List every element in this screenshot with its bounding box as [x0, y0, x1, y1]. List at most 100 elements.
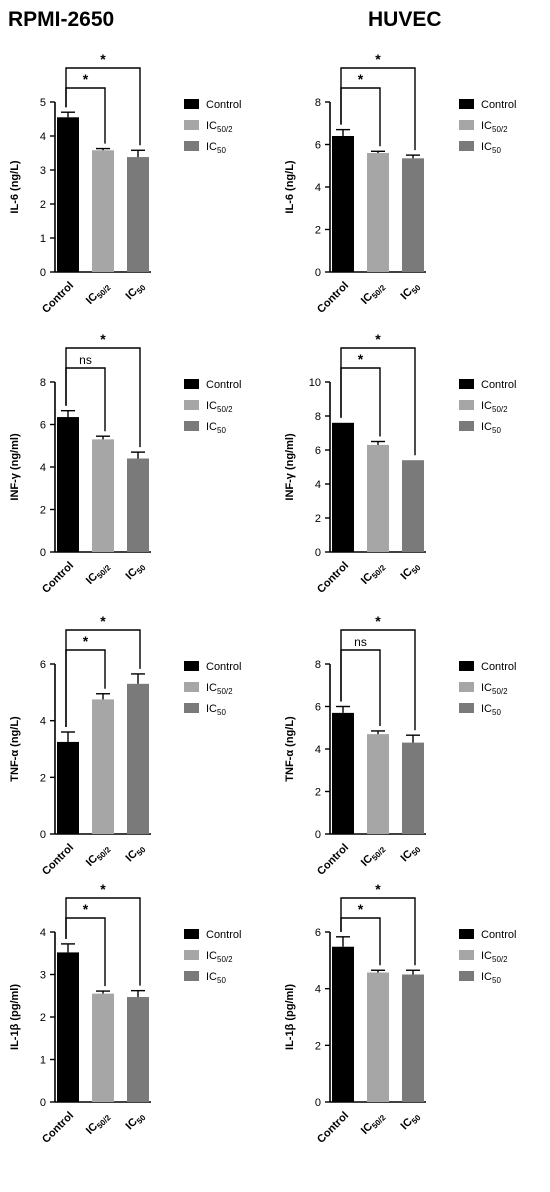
legend-swatch	[459, 661, 474, 671]
legend-label: Control	[481, 379, 516, 391]
legend-swatch	[184, 120, 199, 130]
legend-label: IC50	[481, 421, 501, 435]
y-tick-label: 4	[315, 182, 321, 194]
legend-swatch	[184, 400, 199, 410]
legend-label: IC50	[206, 421, 226, 435]
y-tick-label: 4	[40, 927, 46, 939]
legend-label: IC50	[481, 971, 501, 985]
y-axis-label: TNF-α (ng/L)	[284, 716, 296, 782]
y-tick-label: 0	[315, 1097, 321, 1109]
y-tick-label: 6	[315, 140, 321, 152]
legend-swatch	[459, 421, 474, 431]
bar	[402, 742, 424, 834]
y-tick-label: 8	[315, 97, 321, 109]
y-tick-label: 4	[315, 984, 321, 996]
legend-swatch	[184, 971, 199, 981]
legend-label: IC50/2	[206, 950, 233, 964]
bar	[57, 741, 79, 834]
chart-huvec-tnfa: 0 2 4 6 8 TNF-α (ng/L) Control IC50/2 IC50 ns * Con…	[284, 613, 516, 878]
chart-huvec-infg: 0 2 4 6 8 10 INF-γ (ng/ml) Control IC50/2 IC50 * * C…	[284, 331, 516, 596]
x-tick-label: IC50/2	[359, 559, 388, 588]
legend-label: Control	[481, 661, 516, 673]
bar	[92, 439, 114, 552]
y-tick-label: 0	[40, 829, 46, 841]
x-tick-label: IC50	[124, 1109, 148, 1133]
y-tick-label: 6	[40, 659, 46, 671]
x-tick-label: IC50	[124, 279, 148, 303]
significance-label: *	[375, 51, 381, 67]
legend-swatch	[184, 929, 199, 939]
y-tick-label: 4	[315, 479, 321, 491]
legend-swatch	[459, 929, 474, 939]
legend-swatch	[459, 141, 474, 151]
y-tick-label: 0	[315, 547, 321, 559]
bar	[57, 117, 79, 272]
significance-label: *	[100, 331, 106, 347]
legend-swatch	[459, 682, 474, 692]
column-title-huvec: HUVEC	[368, 8, 442, 31]
legend-label: IC50	[206, 971, 226, 985]
significance-label: ns	[354, 635, 367, 649]
legend-swatch	[459, 971, 474, 981]
y-tick-label: 4	[315, 744, 321, 756]
significance-label: *	[83, 901, 89, 917]
x-tick-label: Control	[315, 842, 351, 878]
legend-swatch	[459, 120, 474, 130]
bar	[127, 683, 149, 834]
x-tick-label: IC50	[399, 559, 423, 583]
bar	[57, 952, 79, 1102]
bar	[367, 153, 389, 272]
y-tick-label: 8	[315, 659, 321, 671]
significance-label: *	[100, 51, 106, 67]
significance-label: *	[358, 351, 364, 367]
y-tick-label: 3	[40, 165, 46, 177]
y-tick-label: 3	[40, 970, 46, 982]
bar	[127, 458, 149, 552]
chart-rpmi-infg: 0 2 4 6 8 INF-γ (ng/ml) Control IC50/2 IC50 ns * Co…	[9, 331, 241, 596]
x-tick-label: IC50/2	[84, 559, 113, 588]
y-tick-label: 10	[309, 377, 321, 389]
significance-label: *	[358, 71, 364, 87]
y-tick-label: 2	[40, 772, 46, 784]
y-axis-label: IL-6 (ng/L)	[284, 160, 296, 213]
significance-bracket	[340, 897, 416, 966]
bar	[92, 993, 114, 1102]
y-axis-label: TNF-α (ng/L)	[9, 716, 21, 782]
bar	[332, 946, 354, 1102]
chart-rpmi-il6: 0 1 2 3 4 5 IL-6 (ng/L) Control IC50/2 IC50 * * Cont…	[9, 51, 241, 316]
bar	[332, 136, 354, 272]
legend-label: IC50/2	[206, 120, 233, 134]
y-tick-label: 5	[40, 97, 46, 109]
bar	[127, 997, 149, 1102]
y-axis-label: INF-γ (ng/ml)	[284, 433, 296, 501]
legend-label: Control	[481, 929, 516, 941]
x-tick-label: IC50/2	[359, 1109, 388, 1138]
legend-swatch	[184, 99, 199, 109]
significance-bracket	[65, 629, 141, 727]
legend-label: IC50	[481, 141, 501, 155]
y-tick-label: 0	[40, 1097, 46, 1109]
x-tick-label: IC50/2	[84, 841, 113, 870]
legend-label: Control	[206, 99, 241, 111]
legend-label: IC50/2	[481, 950, 508, 964]
y-tick-label: 2	[40, 1012, 46, 1024]
bar	[127, 157, 149, 272]
legend-label: IC50/2	[481, 120, 508, 134]
y-tick-label: 4	[40, 462, 46, 474]
y-tick-label: 2	[315, 787, 321, 799]
legend-label: Control	[206, 661, 241, 673]
bar	[92, 699, 114, 834]
legend-label: IC50	[206, 141, 226, 155]
y-axis-label: IL-6 (ng/L)	[9, 160, 21, 213]
bar	[367, 734, 389, 834]
y-tick-label: 1	[40, 1055, 46, 1067]
significance-label: *	[358, 901, 364, 917]
y-tick-label: 8	[40, 377, 46, 389]
legend-swatch	[184, 682, 199, 692]
significance-bracket	[340, 67, 416, 151]
y-tick-label: 6	[40, 420, 46, 432]
y-tick-label: 0	[315, 267, 321, 279]
y-tick-label: 2	[315, 225, 321, 237]
y-tick-label: 4	[40, 716, 46, 728]
x-tick-label: Control	[40, 842, 76, 878]
